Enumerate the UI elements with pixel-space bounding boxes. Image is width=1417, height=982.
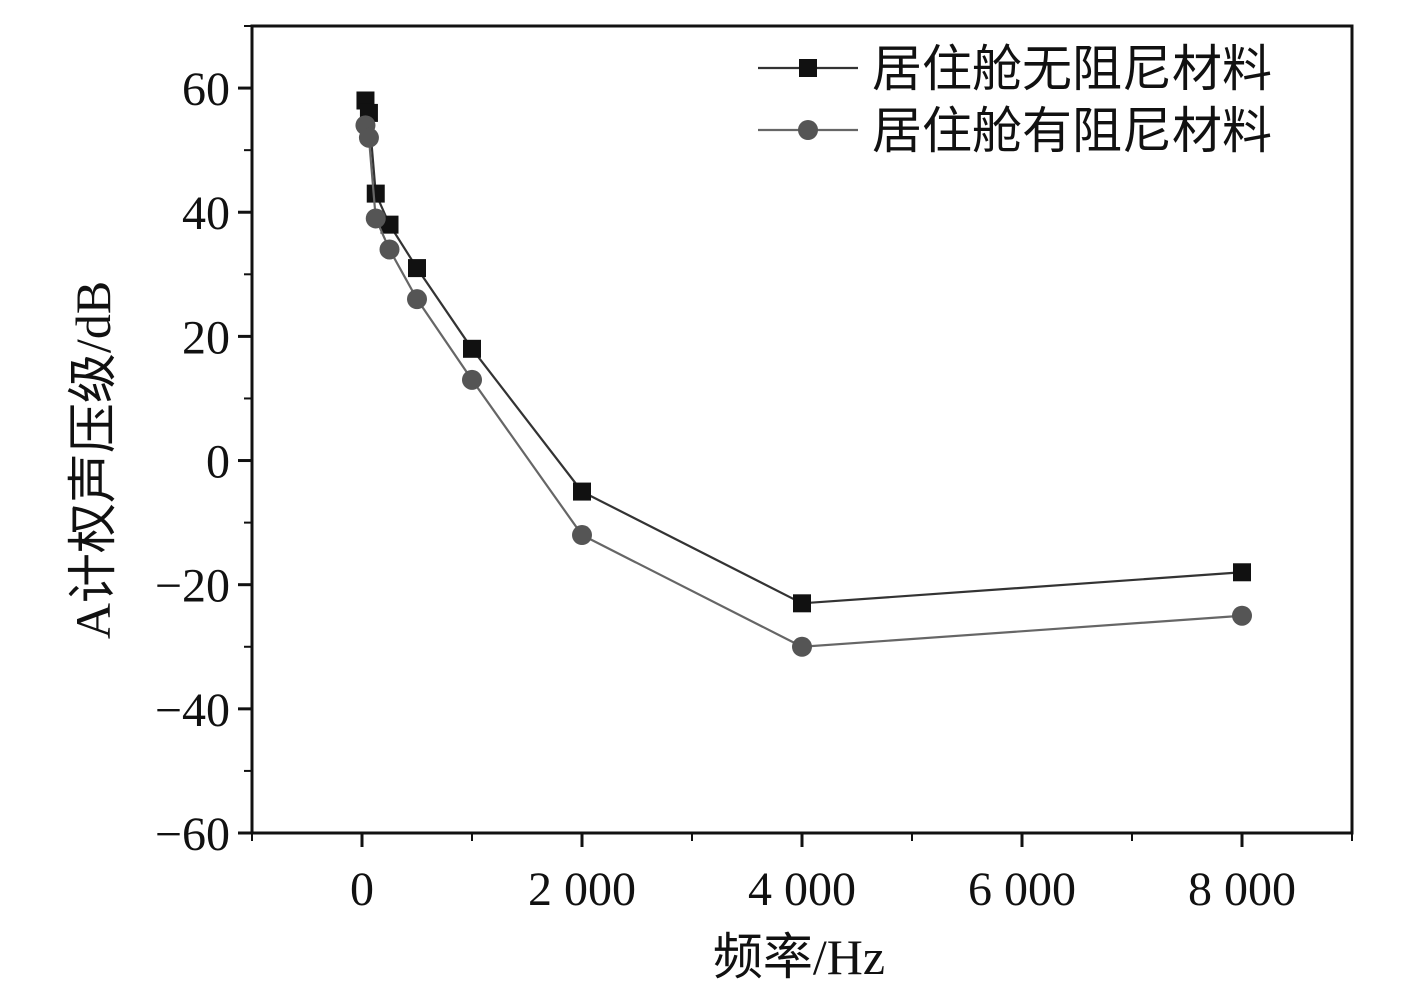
x-tick-label: 2 000 [528, 863, 636, 916]
series-line [364, 100, 1243, 605]
data-point-square [463, 339, 481, 358]
data-point-circle [358, 127, 379, 148]
series-layer [355, 91, 1252, 657]
data-point-square [408, 259, 426, 278]
x-tick-label: 6 000 [968, 863, 1076, 916]
y-tick-label: 60 [182, 63, 230, 116]
x-axis-ticks: 0 2 000 4 000 6 000 8 000 [251, 833, 1353, 916]
legend-label: 居住舱有阻尼材料 [872, 103, 1272, 159]
data-point-circle [365, 208, 386, 229]
series-1 [356, 91, 1251, 613]
x-axis-title: 频率/Hz [713, 929, 885, 982]
data-point-square [573, 482, 591, 501]
data-point-square [366, 184, 385, 203]
data-point-circle [462, 369, 482, 390]
y-tick-label: −40 [155, 684, 230, 737]
data-point-circle [1232, 605, 1252, 626]
legend-item: 居住舱无阻尼材料 [758, 41, 1272, 97]
data-point-square [1233, 563, 1251, 582]
y-tick-label: −60 [155, 808, 230, 861]
data-point-square [793, 594, 811, 613]
legend-item: 居住舱有阻尼材料 [758, 103, 1272, 159]
y-tick-label: −20 [155, 560, 230, 613]
y-axis-ticks: 60 40 20 0 −20 −40 −60 [155, 25, 252, 861]
x-tick-label: 0 [350, 863, 374, 916]
y-tick-label: 0 [206, 436, 230, 489]
x-tick-label: 8 000 [1188, 863, 1296, 916]
legend-marker-square [799, 59, 817, 77]
data-point-circle [407, 289, 427, 310]
y-axis-title: A计权声压级/dB [65, 281, 121, 639]
legend-marker-circle [798, 120, 818, 140]
x-tick-label: 4 000 [748, 863, 856, 916]
series-line [364, 125, 1243, 648]
legend-label: 居住舱无阻尼材料 [872, 41, 1272, 97]
data-point-circle [379, 239, 400, 260]
data-point-circle [572, 525, 592, 546]
series-2 [355, 115, 1252, 657]
y-tick-label: 20 [182, 311, 230, 364]
y-tick-label: 40 [182, 187, 230, 240]
data-point-circle [792, 636, 812, 657]
